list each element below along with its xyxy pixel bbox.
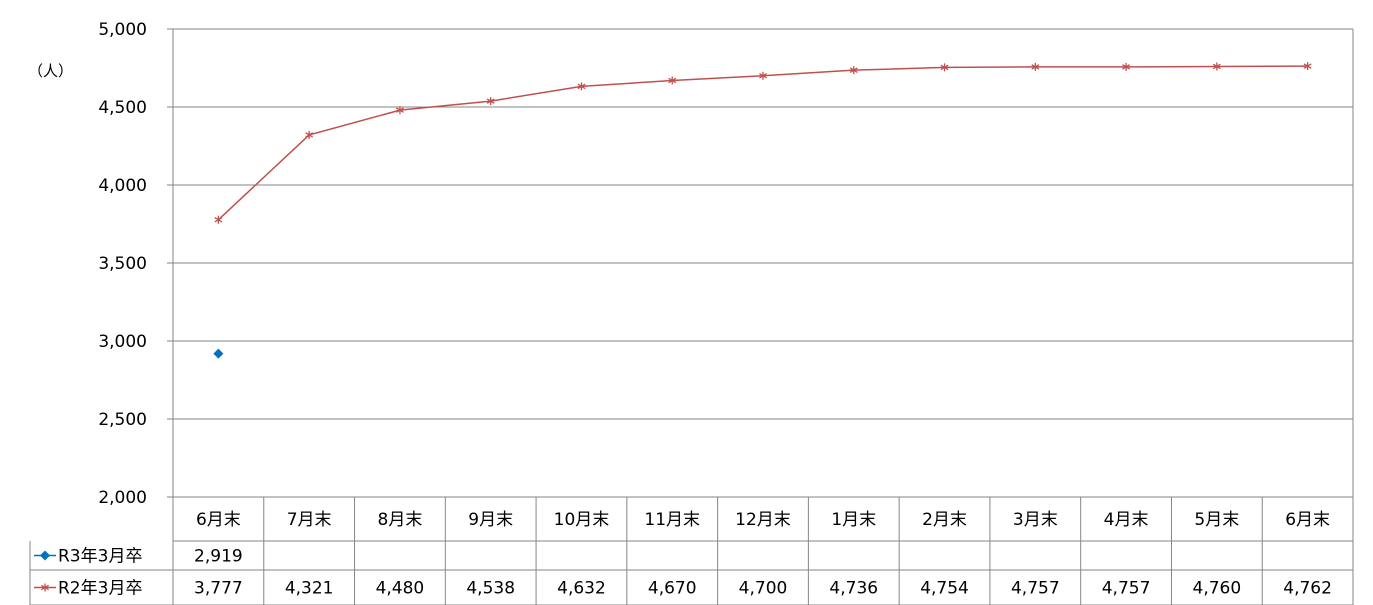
marker-stroke <box>395 107 404 113</box>
series-name-label: R3年3月卒 <box>58 547 142 567</box>
data-table: 6月末 7月末 8月末 9月末 10月末 11月末 12月末 1月末 2月末 3月末 4月末 5月末 6… <box>29 497 1354 605</box>
data-value-label: 4,670 <box>648 579 697 599</box>
data-value-label: 2,919 <box>194 547 243 567</box>
data-value-label: 4,321 <box>285 579 334 599</box>
marker-stroke <box>577 83 586 90</box>
data-point <box>486 97 495 106</box>
series-name-label: R2年3月卒 <box>58 579 142 599</box>
data-point <box>577 82 586 91</box>
x-category-label: 9月末 <box>468 510 513 530</box>
data-value-label: 4,538 <box>466 579 515 599</box>
y-tick-label: 5,000 <box>98 20 147 40</box>
marker-stroke <box>214 217 223 223</box>
data-value-label: 4,760 <box>1193 579 1242 599</box>
data-value-label: 4,480 <box>376 579 425 599</box>
data-value-label: 4,754 <box>920 579 969 599</box>
y-tick-label: 2,000 <box>98 488 147 508</box>
data-point <box>940 63 949 72</box>
data-point <box>1122 62 1131 71</box>
marker-stroke <box>1031 64 1040 70</box>
data-point <box>1031 62 1040 71</box>
x-category-label: 1月末 <box>831 510 876 530</box>
marker-stroke <box>41 584 49 591</box>
y-axis-unit-label: （人） <box>28 62 73 80</box>
legend-key-marker <box>40 550 50 561</box>
series-line <box>217 65 1308 221</box>
marker-stroke <box>1212 63 1221 70</box>
x-category-label: 8月末 <box>378 510 423 530</box>
data-value-label: 4,757 <box>1011 579 1060 599</box>
marker-stroke <box>759 73 767 79</box>
marker-stroke <box>1122 64 1131 70</box>
marker-stroke <box>940 64 949 71</box>
data-value-label: 4,736 <box>829 579 878 599</box>
data-value-label: 4,762 <box>1283 579 1332 599</box>
marker-stroke <box>668 77 677 84</box>
marker-stroke <box>1303 63 1312 69</box>
data-value-label: 3,777 <box>194 579 243 599</box>
data-value-label: 4,632 <box>557 579 606 599</box>
y-tick-label: 4,000 <box>98 176 147 196</box>
x-category-label: 4月末 <box>1104 510 1149 530</box>
x-category-label: 10月末 <box>554 510 610 530</box>
y-tick-label: 3,000 <box>98 332 147 352</box>
y-tick-label: 4,500 <box>98 98 147 118</box>
data-value-label: 4,757 <box>1102 579 1151 599</box>
data-value-label: 4,700 <box>739 579 788 599</box>
x-category-label: 6月末 <box>196 510 241 530</box>
series-lines <box>213 62 1312 359</box>
gridlines <box>167 28 1354 498</box>
y-tick-label: 2,500 <box>98 410 147 430</box>
data-point <box>305 130 314 139</box>
legend-key-marker <box>41 583 49 592</box>
y-tick-label: 3,500 <box>98 254 147 274</box>
marker-stroke <box>486 98 495 104</box>
data-point <box>1303 62 1312 71</box>
x-category-label: 12月末 <box>735 510 791 530</box>
y-axis-ticks: 2,000 2,500 3,000 3,500 4,000 4,500 5,000 <box>98 20 147 508</box>
data-point <box>668 76 677 85</box>
x-category-label: 3月末 <box>1013 510 1058 530</box>
data-point <box>1212 62 1221 71</box>
data-point <box>213 348 224 359</box>
data-point <box>395 106 404 115</box>
x-category-label: 6月末 <box>1285 510 1330 530</box>
marker-stroke <box>849 67 858 73</box>
data-point <box>214 215 223 224</box>
x-category-label: 2月末 <box>922 510 967 530</box>
x-category-label: 11月末 <box>644 510 700 530</box>
data-point <box>849 66 858 75</box>
data-point <box>759 71 767 80</box>
marker-stroke <box>305 132 314 138</box>
x-category-label: 7月末 <box>287 510 332 530</box>
x-category-label: 5月末 <box>1194 510 1239 530</box>
